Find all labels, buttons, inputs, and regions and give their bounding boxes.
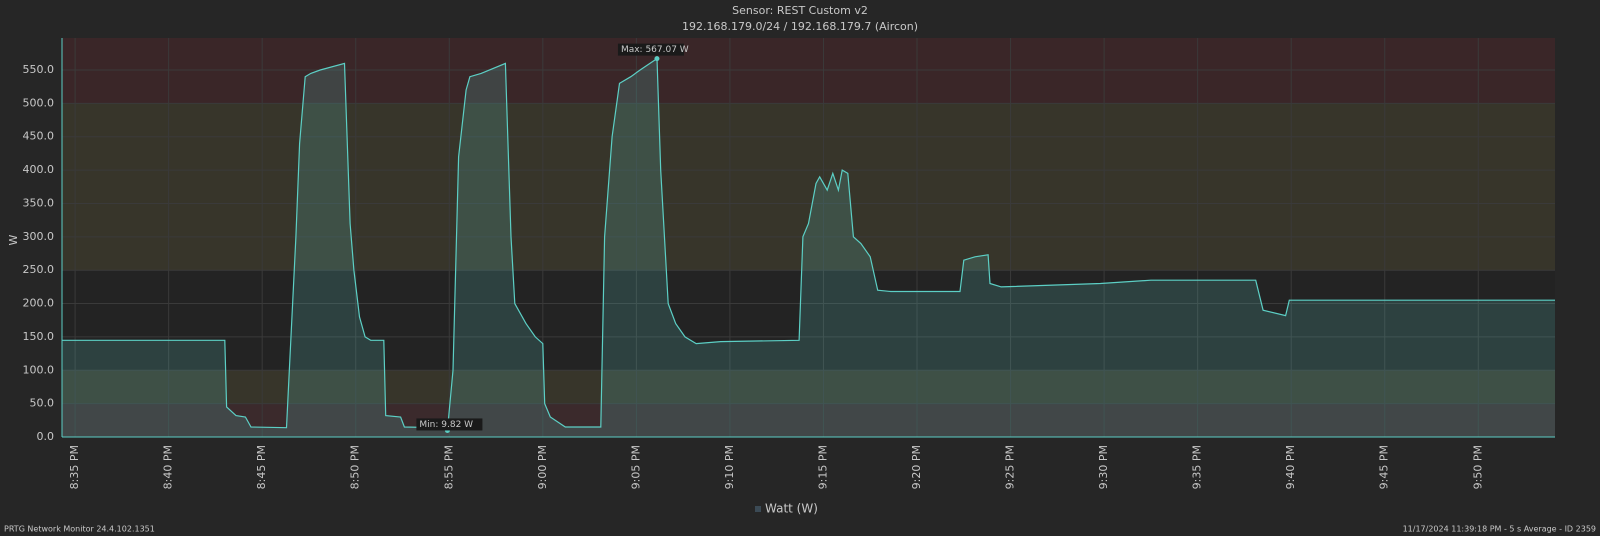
- y-tick-label: 250.0: [23, 263, 55, 276]
- x-tick-label: 9:25 PM: [1004, 445, 1017, 489]
- y-tick-label: 100.0: [23, 363, 55, 376]
- x-tick-label: 9:20 PM: [910, 445, 923, 489]
- annotation-box: [617, 43, 684, 56]
- footer-left: PRTG Network Monitor 24.4.102.1351: [4, 525, 155, 534]
- y-tick-label: 350.0: [23, 196, 55, 209]
- x-tick-label: 9:10 PM: [723, 445, 736, 489]
- x-tick-label: 9:50 PM: [1471, 445, 1484, 489]
- legend-swatch: [755, 506, 761, 512]
- x-tick-label: 9:45 PM: [1378, 445, 1391, 489]
- y-tick-label: 400.0: [23, 163, 55, 176]
- annotation-box: [416, 418, 483, 431]
- x-tick-label: 9:30 PM: [1097, 445, 1110, 489]
- x-tick-label: 9:05 PM: [629, 445, 642, 489]
- chart-title: Sensor: REST Custom v2: [732, 4, 868, 17]
- y-tick-label: 450.0: [23, 130, 55, 143]
- y-tick-label: 0.0: [37, 430, 55, 443]
- x-tick-label: 8:45 PM: [255, 445, 268, 489]
- x-tick-label: 8:40 PM: [162, 445, 175, 489]
- x-tick-label: 8:55 PM: [442, 445, 455, 489]
- x-tick-label: 8:50 PM: [349, 445, 362, 489]
- footer-right: 11/17/2024 11:39:18 PM - 5 s Average - I…: [1403, 525, 1596, 534]
- x-tick-label: 9:15 PM: [816, 445, 829, 489]
- y-tick-label: 50.0: [30, 397, 55, 410]
- threshold-band: [62, 403, 1555, 437]
- y-tick-label: 300.0: [23, 230, 55, 243]
- area-fill: [62, 58, 1555, 437]
- annotation-label: Min: 9.82 W: [419, 420, 473, 430]
- threshold-band: [62, 103, 1555, 271]
- x-tick-label: 9:35 PM: [1191, 445, 1204, 489]
- y-tick-label: 550.0: [23, 63, 55, 76]
- x-tick-label: 9:00 PM: [536, 445, 549, 489]
- x-tick-label: 8:35 PM: [68, 445, 81, 489]
- threshold-band: [62, 370, 1555, 404]
- threshold-band: [62, 38, 1555, 104]
- y-tick-label: 200.0: [23, 297, 55, 310]
- chart-subtitle: 192.168.179.0/24 / 192.168.179.7 (Aircon…: [682, 20, 918, 33]
- y-tick-label: 500.0: [23, 96, 55, 109]
- annotation-point: [654, 56, 660, 62]
- y-axis-label: W: [7, 234, 20, 245]
- x-tick-label: 9:40 PM: [1284, 445, 1297, 489]
- y-tick-label: 150.0: [23, 330, 55, 343]
- series-line: [62, 57, 1555, 432]
- legend-label: Watt (W): [765, 502, 818, 516]
- annotation-label: Max: 567.07 W: [621, 45, 689, 55]
